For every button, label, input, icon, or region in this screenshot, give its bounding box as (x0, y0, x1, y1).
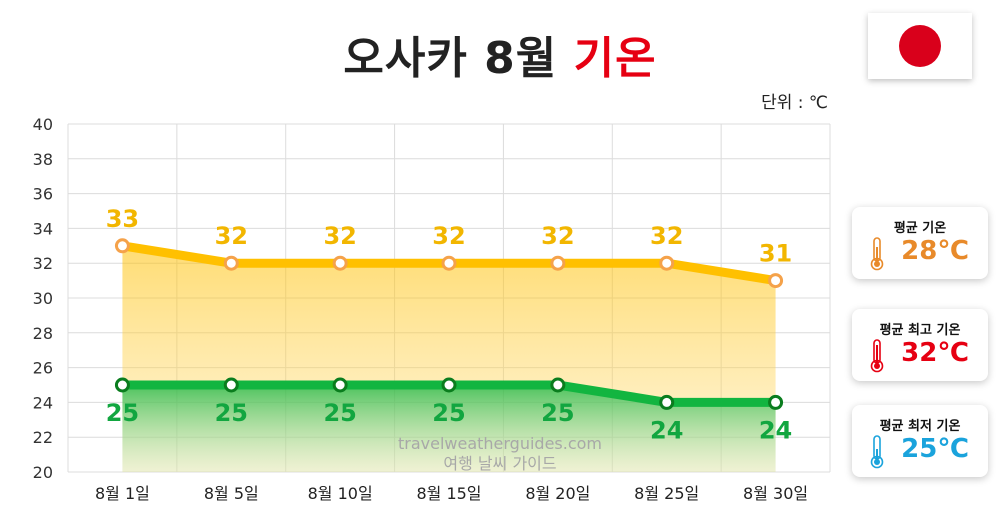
data-label: 32 (432, 222, 465, 250)
watermark-url: travelweatherguides.com (397, 434, 603, 453)
watermark: travelweatherguides.com 여행 날씨 가이드 (330, 434, 670, 474)
thermometer-icon (870, 435, 884, 469)
data-label: 32 (541, 222, 574, 250)
data-label: 25 (541, 399, 574, 427)
data-point (441, 255, 457, 271)
y-tick-label: 38 (33, 150, 53, 169)
japan-flag-icon (868, 13, 972, 79)
avg-low-temp-value: 25℃ (901, 434, 969, 464)
chart-title-accent: 기온 (573, 33, 657, 84)
data-point (550, 377, 566, 393)
y-tick-label: 30 (33, 289, 53, 308)
data-label: 31 (759, 240, 792, 268)
data-label: 25 (215, 399, 248, 427)
x-tick-label: 8월 10일 (308, 484, 373, 503)
data-point (768, 394, 784, 410)
x-tick-label: 8월 20일 (525, 484, 590, 503)
y-tick-label: 28 (33, 324, 53, 343)
y-tick-label: 36 (33, 185, 53, 204)
chart-points (114, 238, 784, 410)
y-tick-label: 32 (33, 254, 53, 273)
chart-data-labels: 33 32 32 32 32 32 31 25 25 25 25 25 24 24 (106, 205, 793, 445)
x-axis: 8월 1일 8월 5일 8월 10일 8월 15일 8월 20일 8월 25일 8월 30일 (95, 484, 808, 503)
data-point (659, 255, 675, 271)
x-tick-label: 8월 25일 (634, 484, 699, 503)
data-point (114, 377, 130, 393)
y-tick-label: 24 (33, 393, 53, 412)
series-area-1 (122, 385, 776, 472)
avg-temp-value: 28℃ (901, 236, 969, 266)
x-tick-label: 8월 1일 (95, 484, 150, 503)
avg-low-temp-card: 평균 최저 기온 25℃ (852, 405, 988, 477)
data-point (223, 377, 239, 393)
avg-high-temp-label: 평균 최고 기온 (879, 323, 961, 338)
data-point (441, 377, 457, 393)
y-axis: 20 22 24 26 28 30 32 34 36 38 40 (33, 115, 53, 482)
data-label: 32 (650, 222, 683, 250)
x-tick-label: 8월 30일 (743, 484, 808, 503)
data-point (768, 273, 784, 289)
unit-label: 단위 : ℃ (761, 93, 828, 113)
avg-temp-card: 평균 기온 28℃ (852, 207, 988, 279)
y-tick-label: 20 (33, 463, 53, 482)
chart-title-main: 오사카 8월 (343, 33, 558, 84)
data-label: 24 (650, 416, 683, 444)
flag-sun-circle (899, 25, 941, 67)
data-label: 25 (323, 399, 356, 427)
thermometer-icon (870, 237, 884, 271)
data-point (332, 255, 348, 271)
y-tick-label: 34 (33, 219, 53, 238)
watermark-subtitle: 여행 날씨 가이드 (443, 454, 557, 473)
avg-temp-label: 평균 기온 (893, 221, 947, 236)
data-label: 33 (106, 205, 139, 233)
x-tick-label: 8월 5일 (204, 484, 259, 503)
data-label: 24 (759, 416, 792, 444)
data-label: 32 (323, 222, 356, 250)
data-point (550, 255, 566, 271)
data-point (223, 255, 239, 271)
data-point (114, 238, 130, 254)
avg-high-temp-value: 32℃ (901, 338, 969, 368)
avg-high-temp-card: 평균 최고 기온 32℃ (852, 309, 988, 381)
data-label: 25 (432, 399, 465, 427)
chart-areas (122, 245, 776, 472)
data-point (332, 377, 348, 393)
x-tick-label: 8월 15일 (416, 484, 481, 503)
data-point (659, 394, 675, 410)
y-tick-label: 26 (33, 359, 53, 378)
data-label: 25 (106, 399, 139, 427)
thermometer-icon (870, 339, 884, 373)
data-label: 32 (215, 222, 248, 250)
y-tick-label: 40 (33, 115, 53, 134)
y-tick-label: 22 (33, 428, 53, 447)
chart-title: 오사카 8월 기온 (0, 22, 1000, 86)
avg-low-temp-label: 평균 최저 기온 (879, 419, 961, 434)
